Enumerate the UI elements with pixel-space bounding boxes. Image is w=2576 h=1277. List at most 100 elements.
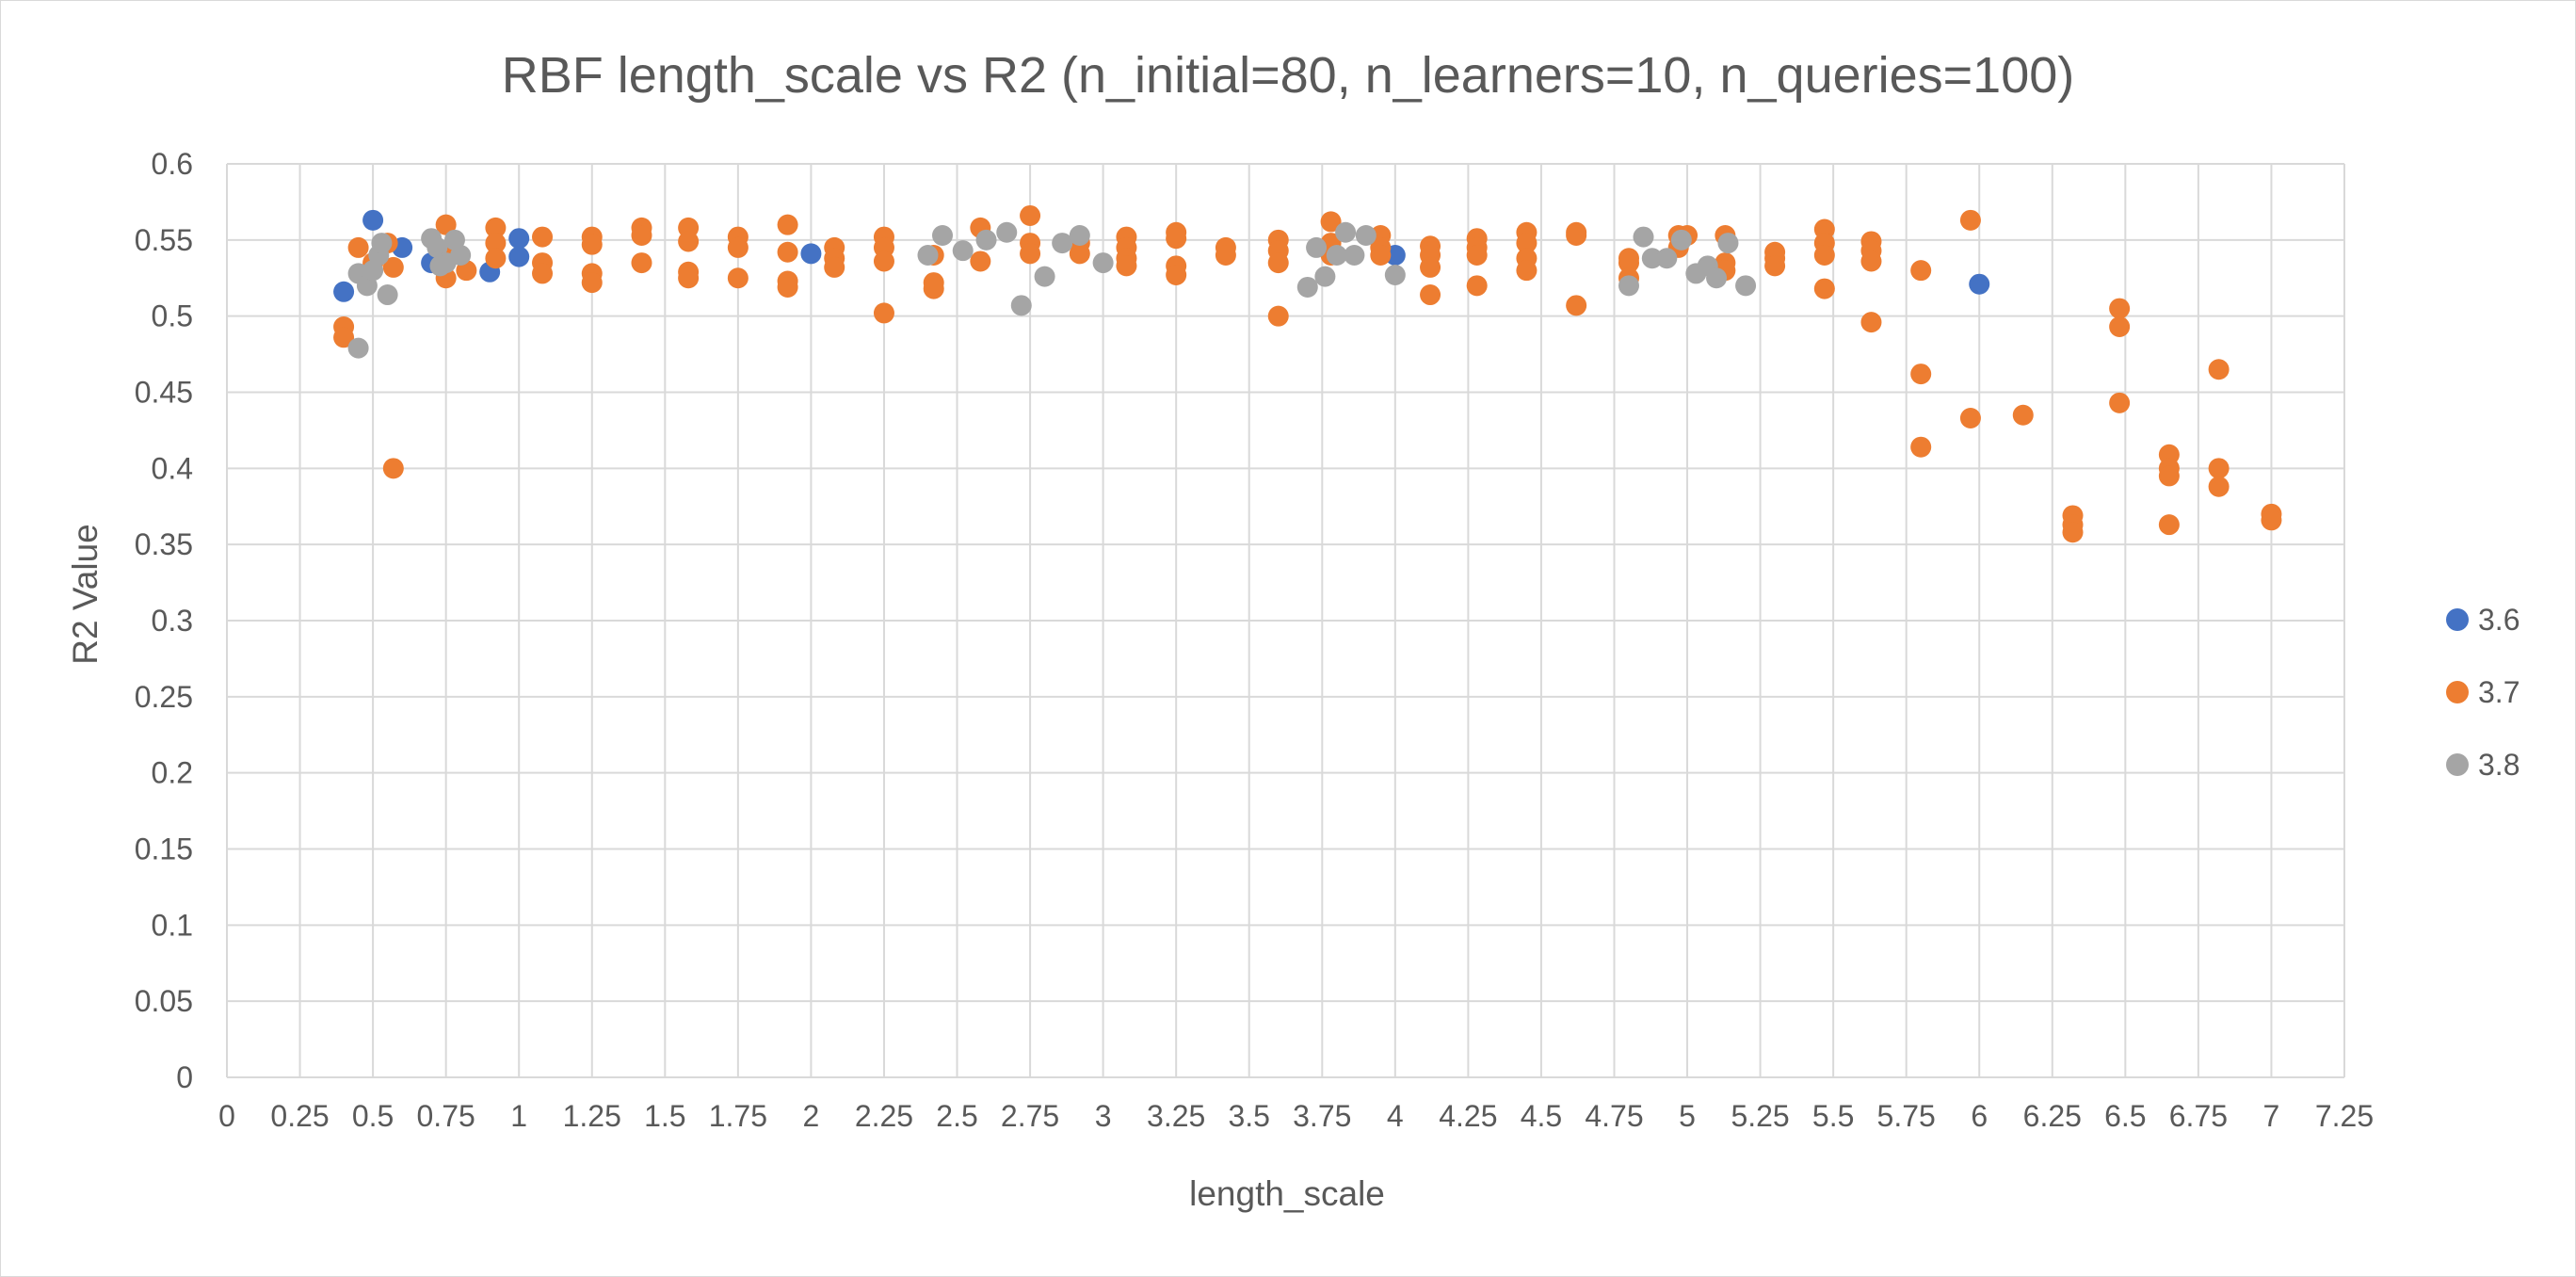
- data-point: [1267, 305, 1289, 327]
- x-tick-label: 2.25: [855, 1099, 913, 1133]
- x-tick-label: 6.5: [2104, 1099, 2146, 1133]
- data-point: [1020, 204, 1041, 226]
- y-tick-label: 0.45: [135, 376, 193, 410]
- y-tick-label: 0.4: [152, 451, 193, 485]
- legend-marker: [2446, 753, 2469, 776]
- x-tick-label: 5.75: [1877, 1099, 1936, 1133]
- data-point: [917, 245, 939, 266]
- x-tick-label: 1.75: [709, 1099, 767, 1133]
- data-point: [532, 226, 554, 248]
- data-point: [2208, 458, 2230, 479]
- data-point: [1717, 233, 1739, 254]
- data-point: [1355, 224, 1377, 246]
- y-tick-label: 0.1: [152, 908, 193, 942]
- x-tick-label: 2: [803, 1099, 820, 1133]
- data-point: [427, 236, 448, 258]
- data-point: [1516, 233, 1538, 254]
- data-point: [1420, 284, 1441, 306]
- data-point: [377, 284, 398, 306]
- x-axis-title: length_scale: [1189, 1174, 1385, 1213]
- data-point: [678, 267, 700, 289]
- data-point: [532, 263, 554, 284]
- data-point: [1670, 229, 1692, 251]
- legend-label: 3.8: [2478, 748, 2520, 782]
- data-point: [1910, 260, 1932, 282]
- legend-item: 3.7: [2446, 675, 2520, 709]
- data-points: [333, 204, 2282, 543]
- data-point: [932, 224, 954, 246]
- data-point: [727, 267, 749, 289]
- x-tick-label: 0.25: [270, 1099, 329, 1133]
- data-point: [631, 224, 652, 246]
- data-point: [1306, 236, 1328, 258]
- data-point: [1010, 295, 1032, 316]
- x-tick-label: 5.5: [1812, 1099, 1854, 1133]
- x-tick-label: 4.5: [1521, 1099, 1562, 1133]
- data-point: [1813, 245, 1835, 266]
- data-point: [1020, 243, 1041, 265]
- data-point: [1633, 226, 1654, 248]
- data-point: [1092, 252, 1114, 274]
- y-axis-ticks: 0 0.05 0.1 0.15 0.2 0.25 0.3 0.35 0.4 0.45 0.5 0.55…: [135, 147, 193, 1094]
- data-point: [333, 327, 355, 348]
- data-point: [1566, 224, 1587, 246]
- x-tick-label: 0: [218, 1099, 235, 1133]
- data-point: [824, 256, 845, 278]
- data-point: [1166, 265, 1187, 286]
- data-point: [1267, 252, 1289, 274]
- data-point: [1641, 248, 1663, 269]
- data-point: [1959, 407, 1981, 428]
- data-point: [1052, 233, 1073, 254]
- data-point: [1706, 267, 1728, 289]
- legend-label: 3.7: [2478, 675, 2520, 709]
- data-point: [1034, 266, 1055, 287]
- data-point: [996, 221, 1018, 243]
- x-tick-label: 1: [510, 1099, 527, 1133]
- data-point: [581, 234, 603, 255]
- data-point: [485, 217, 507, 238]
- x-tick-label: 7: [2263, 1099, 2280, 1133]
- data-point: [1735, 275, 1757, 297]
- data-point: [485, 248, 507, 269]
- x-tick-label: 4: [1387, 1099, 1404, 1133]
- data-point: [362, 209, 384, 231]
- data-point: [1910, 436, 1932, 458]
- data-point: [970, 251, 991, 272]
- data-point: [2062, 522, 2084, 543]
- data-point: [2109, 315, 2131, 337]
- y-tick-label: 0.2: [152, 756, 193, 790]
- data-point: [1618, 252, 1639, 274]
- data-point: [1215, 245, 1236, 266]
- data-point: [508, 246, 530, 267]
- data-point: [1860, 251, 1882, 272]
- y-tick-label: 0.05: [135, 984, 193, 1018]
- x-tick-label: 4.25: [1439, 1099, 1497, 1133]
- legend-marker: [2446, 681, 2469, 703]
- x-tick-label: 0.5: [352, 1099, 394, 1133]
- data-point: [2012, 404, 2034, 426]
- x-tick-label: 2.5: [936, 1099, 977, 1133]
- data-point: [1344, 245, 1365, 266]
- data-point: [382, 256, 404, 278]
- data-point: [1764, 255, 1786, 277]
- x-tick-label: 6.75: [2169, 1099, 2228, 1133]
- data-point: [1384, 265, 1406, 286]
- data-point: [382, 458, 404, 479]
- data-point: [347, 337, 369, 359]
- data-point: [1069, 243, 1090, 265]
- data-point: [1420, 256, 1441, 278]
- data-point: [727, 236, 749, 258]
- data-point: [1370, 245, 1392, 266]
- data-point: [923, 278, 944, 299]
- data-point: [2158, 465, 2180, 487]
- data-point: [435, 214, 457, 235]
- data-point: [1910, 364, 1932, 385]
- data-point: [1656, 248, 1678, 269]
- x-tick-label: 7.25: [2315, 1099, 2374, 1133]
- chart-title: RBF length_scale vs R2 (n_initial=80, n_…: [502, 47, 2075, 104]
- x-tick-label: 0.75: [417, 1099, 475, 1133]
- y-tick-label: 0.35: [135, 527, 193, 561]
- data-point: [2208, 359, 2230, 380]
